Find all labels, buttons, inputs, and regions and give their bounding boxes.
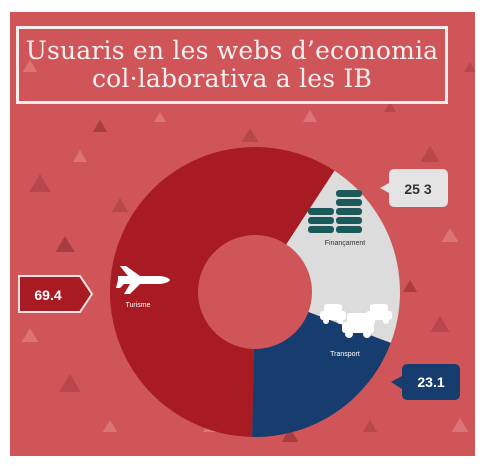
background-triangle	[420, 146, 440, 162]
background-triangle	[362, 420, 378, 432]
background-triangle	[102, 420, 118, 432]
background-triangle	[59, 374, 81, 392]
background-triangle	[22, 60, 38, 72]
background-triangle	[441, 228, 459, 242]
background-triangle	[21, 328, 39, 342]
coins-icon	[308, 190, 362, 233]
background-triangle	[402, 280, 418, 292]
value-label-transport: 23.1	[417, 374, 444, 390]
infographic-card: Usuaris en les webs d’economia col·labor…	[10, 12, 475, 456]
callout-transport: 23.1	[391, 364, 460, 400]
chart-title: Usuaris en les webs d’economia col·labor…	[25, 36, 439, 93]
background-triangle	[302, 110, 318, 122]
slice-transport	[252, 312, 391, 437]
background-triangle	[464, 62, 475, 72]
background-pattern	[21, 60, 475, 442]
slice-label-financament: Finançament	[325, 240, 366, 247]
background-triangle	[55, 236, 75, 252]
background-triangle	[72, 150, 88, 162]
background-triangle	[241, 128, 259, 142]
background-triangle	[92, 120, 108, 132]
airplane-icon	[116, 266, 170, 294]
background-triangle	[281, 428, 299, 442]
callout-turisme: 69.4	[18, 275, 94, 313]
callout-financament: 25 3	[380, 169, 448, 207]
background-triangle	[111, 198, 129, 212]
background-triangle	[29, 174, 51, 192]
slice-label-transport: Transport	[330, 351, 360, 358]
slice-label-turisme: Turisme	[125, 302, 150, 309]
title-frame: Usuaris en les webs d’economia col·labor…	[16, 26, 448, 104]
background-triangle	[154, 112, 166, 122]
cars-icon	[320, 304, 392, 338]
donut-chart: Turisme Finançament	[18, 147, 460, 437]
background-triangle	[451, 418, 469, 432]
value-label-turisme: 69.4	[34, 287, 61, 303]
value-label-financament: 25 3	[404, 181, 431, 197]
background-triangle	[430, 316, 450, 332]
background-triangle	[384, 102, 396, 112]
donut-slices	[110, 147, 400, 437]
slice-turisme	[110, 147, 335, 437]
